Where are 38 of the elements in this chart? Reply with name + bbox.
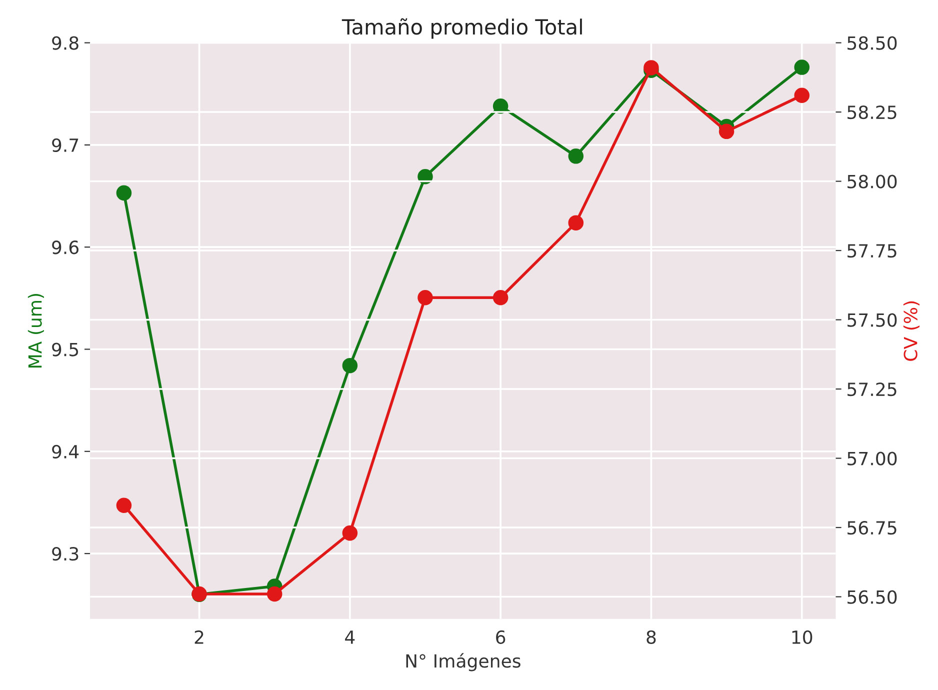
x-tick-label: 6	[496, 630, 506, 644]
x-tick-label: 2	[194, 630, 204, 644]
y2-tick-label: 56.50	[848, 590, 897, 604]
x-axis-title: N° Imágenes	[406, 653, 520, 672]
point	[116, 498, 132, 513]
point	[794, 88, 810, 104]
point	[794, 60, 810, 75]
point	[116, 185, 132, 201]
y-tick-label: 9.6	[52, 240, 78, 254]
point	[492, 290, 508, 306]
y2-tick-label: 58.50	[848, 36, 897, 50]
y2-tick-label: 58.25	[848, 105, 896, 120]
x-tick-label: 8	[646, 630, 656, 644]
point	[418, 290, 433, 306]
y-tick-label: 9.4	[52, 444, 79, 459]
point	[568, 148, 584, 164]
y2-tick-label: 57.25	[848, 382, 896, 396]
x-tick-label: 4	[345, 630, 355, 644]
y-tick-label: 9.3	[52, 547, 78, 561]
y2-tick-label: 58.00	[848, 174, 897, 188]
point	[266, 586, 282, 602]
point	[492, 98, 508, 114]
chart-title: Tamaño promedio Total	[342, 18, 582, 39]
y2-axis-title: CV (%)	[903, 301, 920, 361]
point	[718, 124, 734, 140]
y2-tick-label: 57.00	[848, 452, 897, 466]
y2-tick-label: 57.75	[848, 244, 896, 258]
y-tick-label: 9.8	[52, 36, 78, 50]
y-axis-title: MA (um)	[28, 294, 44, 368]
x-tick-label: 10	[792, 630, 812, 644]
y-tick-label: 9.5	[52, 342, 78, 356]
point	[418, 168, 433, 184]
y2-tick-label: 56.75	[848, 520, 896, 535]
point	[342, 358, 358, 374]
point	[342, 525, 358, 541]
y2-tick-label: 57.50	[848, 313, 897, 327]
point	[568, 215, 584, 230]
y-tick-label: 9.7	[52, 138, 78, 152]
